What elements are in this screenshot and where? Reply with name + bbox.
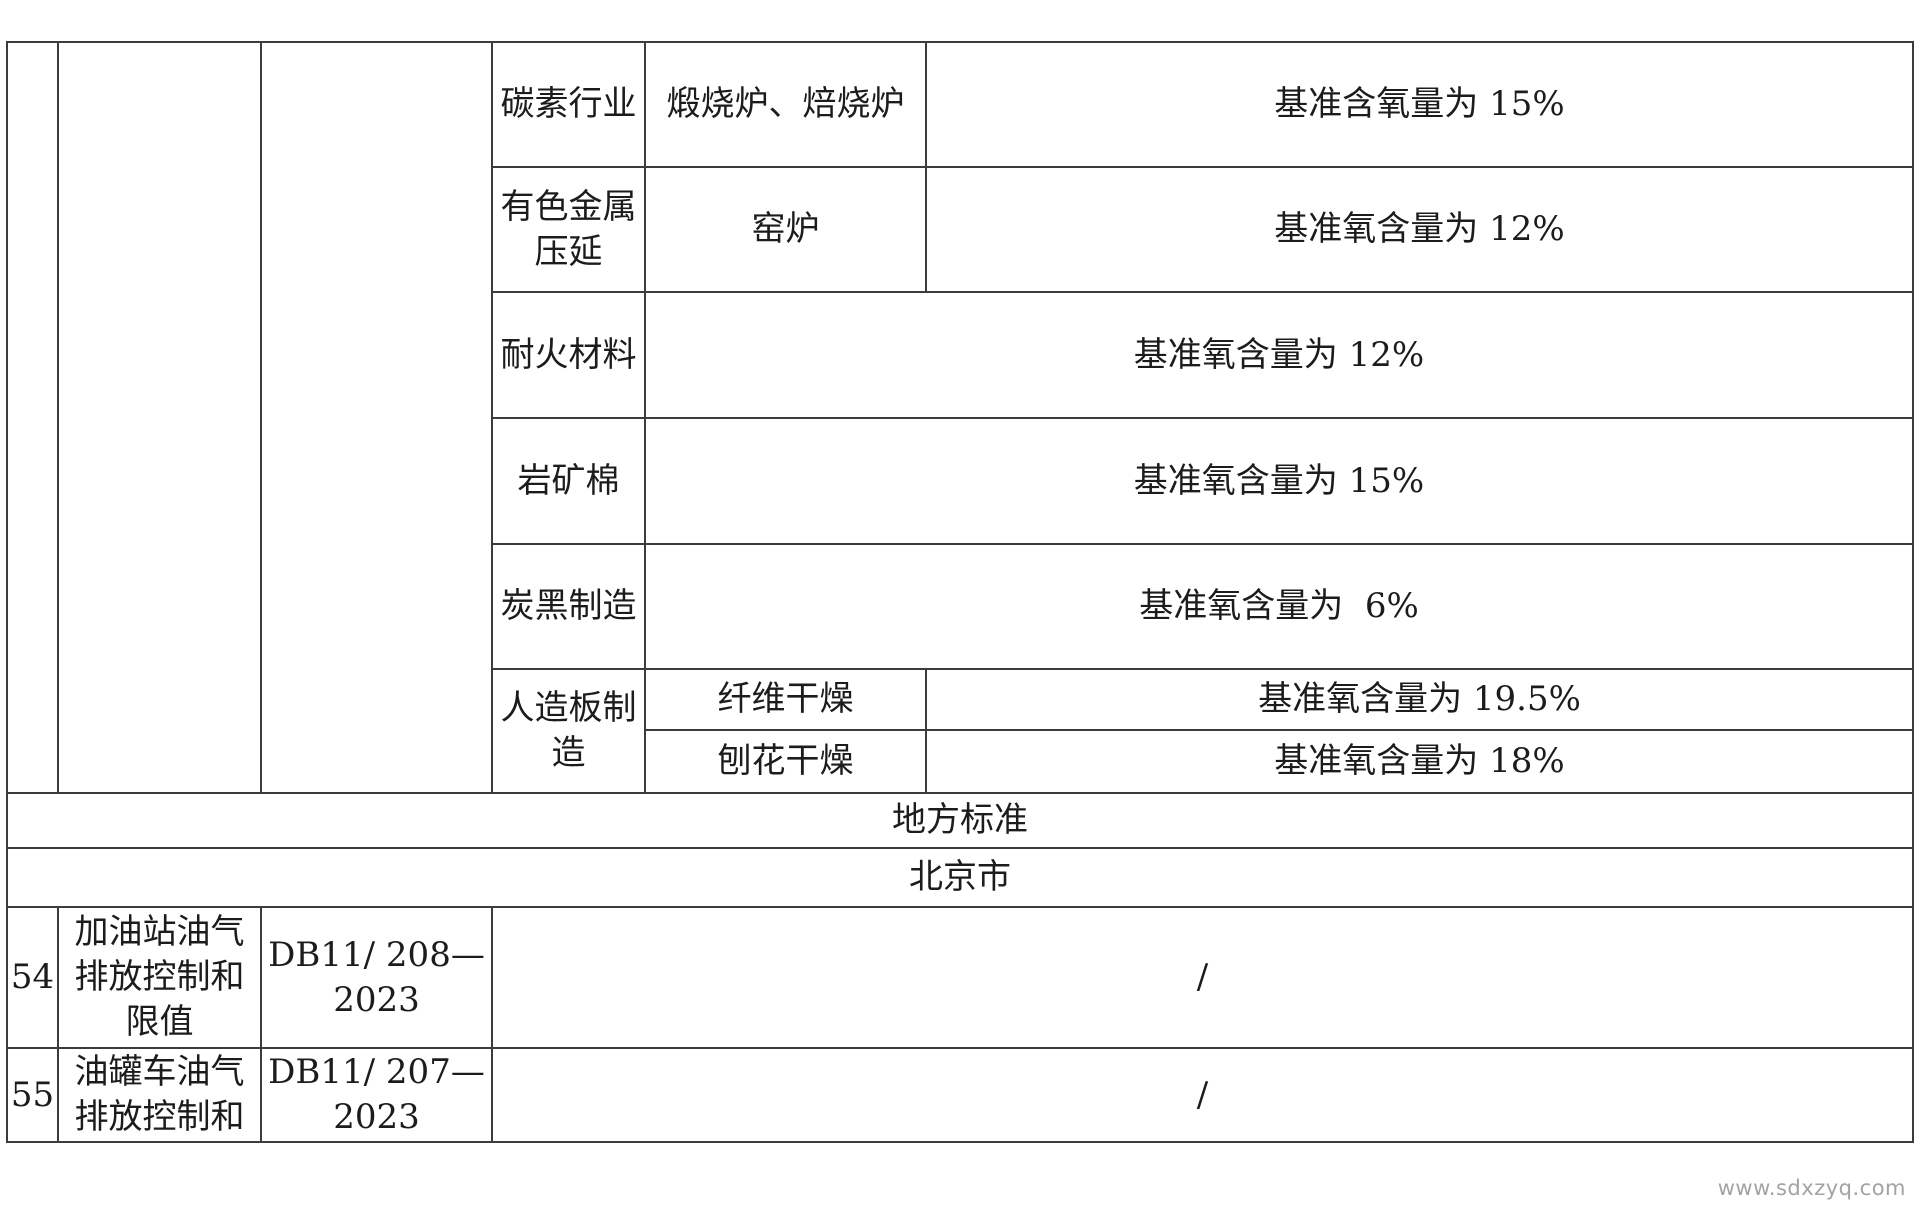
facility-cell: 窑炉 (646, 168, 927, 293)
requirement-cell: 基准氧含量为 12% (646, 293, 1912, 419)
requirement-cell: 基准氧含量为 12% (927, 168, 1912, 293)
requirement-cell: 基准含氧量为 15% (927, 43, 1912, 168)
facility-cell: 纤维干燥 (646, 670, 927, 731)
requirement-cell: 基准氧含量为 15% (646, 419, 1912, 545)
standard-name-cell: 加油站油气 排放控制和 限值 (59, 908, 262, 1049)
industry-cell: 炭黑制造 (493, 545, 646, 670)
requirement-cell: 基准氧含量为 18% (927, 731, 1912, 794)
industry-cell: 有色金属 压延 (493, 168, 646, 293)
industry-cell: 人造板制 造 (493, 670, 646, 794)
standard-number-cell: DB11/ 208— 2023 (262, 908, 493, 1049)
standard-number-cell: DB11/ 207— 2023 (262, 1049, 493, 1141)
industry-cell: 耐火材料 (493, 293, 646, 419)
value-cell: / (493, 908, 1912, 1049)
section-header-region: 北京市 (8, 849, 1912, 908)
industry-cell: 岩矿棉 (493, 419, 646, 545)
watermark: www.sdxzyq.com (1717, 1176, 1906, 1200)
empty-standard-number-column-cell (262, 43, 493, 794)
industry-cell: 碳素行业 (493, 43, 646, 168)
requirement-cell: 基准氧含量为 6% (646, 545, 1912, 670)
section-header-standard-level: 地方标准 (8, 794, 1912, 849)
standards-table: 碳素行业 煅烧炉、焙烧炉 基准含氧量为 15% 有色金属 压延 窑炉 基准氧含量… (6, 41, 1914, 1143)
facility-cell: 煅烧炉、焙烧炉 (646, 43, 927, 168)
row-number-cell: 55 (8, 1049, 59, 1141)
empty-number-column-cell (8, 43, 59, 794)
requirement-cell: 基准氧含量为 19.5% (927, 670, 1912, 731)
row-number-cell: 54 (8, 908, 59, 1049)
value-cell: / (1196, 1074, 1209, 1115)
empty-name-column-cell (59, 43, 262, 794)
facility-cell: 刨花干燥 (646, 731, 927, 794)
standard-name-cell: 油罐车油气 排放控制和 (59, 1049, 262, 1141)
